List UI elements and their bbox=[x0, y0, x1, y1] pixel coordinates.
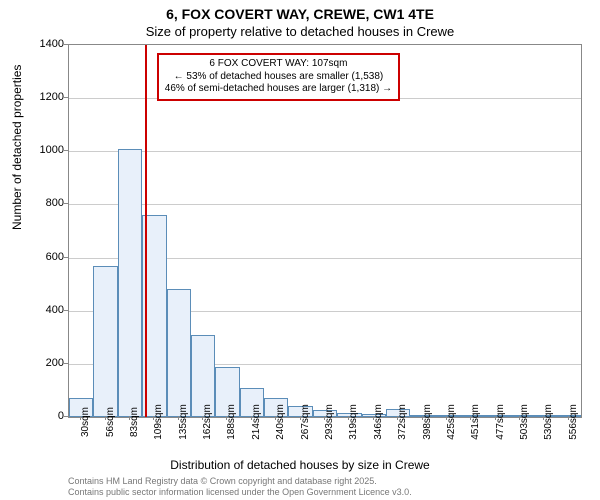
x-tick-mark bbox=[178, 416, 179, 420]
histogram-chart: 6, FOX COVERT WAY, CREWE, CW1 4TE Size o… bbox=[0, 0, 600, 500]
histogram-bar bbox=[167, 289, 191, 417]
x-tick-mark bbox=[348, 416, 349, 420]
x-tick-label: 556sqm bbox=[568, 404, 579, 440]
x-tick-label: 477sqm bbox=[495, 404, 506, 440]
x-tick-mark bbox=[105, 416, 106, 420]
y-tick-label: 600 bbox=[24, 251, 64, 263]
x-tick-label: 346sqm bbox=[373, 404, 384, 440]
y-tick-mark bbox=[64, 150, 68, 151]
x-tick-label: 425sqm bbox=[446, 404, 457, 440]
x-tick-label: 30sqm bbox=[80, 407, 91, 437]
x-tick-label: 451sqm bbox=[470, 404, 481, 440]
annotation-line: ← 53% of detached houses are smaller (1,… bbox=[165, 71, 392, 84]
y-tick-label: 400 bbox=[24, 304, 64, 316]
x-tick-mark bbox=[153, 416, 154, 420]
x-tick-mark bbox=[568, 416, 569, 420]
x-tick-mark bbox=[470, 416, 471, 420]
x-tick-mark bbox=[129, 416, 130, 420]
y-tick-mark bbox=[64, 363, 68, 364]
x-tick-label: 319sqm bbox=[348, 404, 359, 440]
x-tick-mark bbox=[251, 416, 252, 420]
plot-area: 6 FOX COVERT WAY: 107sqm← 53% of detache… bbox=[68, 44, 582, 418]
histogram-bar bbox=[93, 266, 117, 417]
x-tick-label: 214sqm bbox=[251, 404, 262, 440]
y-axis-label: Number of detached properties bbox=[10, 65, 24, 230]
annotation-line: 6 FOX COVERT WAY: 107sqm bbox=[165, 58, 392, 71]
y-tick-label: 200 bbox=[24, 357, 64, 369]
y-tick-label: 1400 bbox=[24, 38, 64, 50]
y-tick-mark bbox=[64, 203, 68, 204]
x-tick-mark bbox=[226, 416, 227, 420]
x-tick-mark bbox=[202, 416, 203, 420]
y-tick-mark bbox=[64, 44, 68, 45]
x-tick-label: 109sqm bbox=[153, 404, 164, 440]
x-tick-mark bbox=[324, 416, 325, 420]
y-tick-mark bbox=[64, 416, 68, 417]
chart-subtitle: Size of property relative to detached ho… bbox=[0, 24, 600, 39]
annotation-line: 46% of semi-detached houses are larger (… bbox=[165, 83, 392, 96]
x-tick-mark bbox=[80, 416, 81, 420]
x-tick-mark bbox=[543, 416, 544, 420]
y-tick-mark bbox=[64, 257, 68, 258]
x-tick-label: 267sqm bbox=[300, 404, 311, 440]
x-tick-mark bbox=[300, 416, 301, 420]
x-tick-label: 56sqm bbox=[105, 407, 116, 437]
x-tick-label: 162sqm bbox=[202, 404, 213, 440]
y-tick-mark bbox=[64, 310, 68, 311]
y-tick-label: 800 bbox=[24, 197, 64, 209]
x-tick-mark bbox=[373, 416, 374, 420]
footer-line-1: Contains HM Land Registry data © Crown c… bbox=[68, 476, 412, 487]
x-tick-label: 135sqm bbox=[178, 404, 189, 440]
property-marker-line bbox=[145, 45, 147, 417]
y-tick-label: 1000 bbox=[24, 144, 64, 156]
x-tick-mark bbox=[519, 416, 520, 420]
x-tick-label: 398sqm bbox=[422, 404, 433, 440]
x-tick-mark bbox=[446, 416, 447, 420]
y-tick-label: 0 bbox=[24, 410, 64, 422]
x-tick-label: 372sqm bbox=[397, 404, 408, 440]
annotation-box: 6 FOX COVERT WAY: 107sqm← 53% of detache… bbox=[157, 53, 400, 101]
histogram-bar bbox=[118, 149, 142, 417]
x-tick-label: 83sqm bbox=[129, 407, 140, 437]
x-tick-label: 503sqm bbox=[519, 404, 530, 440]
y-tick-mark bbox=[64, 97, 68, 98]
chart-title: 6, FOX COVERT WAY, CREWE, CW1 4TE bbox=[0, 6, 600, 22]
x-axis-label: Distribution of detached houses by size … bbox=[0, 458, 600, 472]
x-tick-mark bbox=[422, 416, 423, 420]
y-tick-label: 1200 bbox=[24, 91, 64, 103]
x-tick-label: 293sqm bbox=[324, 404, 335, 440]
x-tick-label: 188sqm bbox=[226, 404, 237, 440]
x-tick-mark bbox=[275, 416, 276, 420]
x-tick-label: 530sqm bbox=[543, 404, 554, 440]
attribution-footer: Contains HM Land Registry data © Crown c… bbox=[68, 476, 412, 498]
x-tick-mark bbox=[397, 416, 398, 420]
x-tick-mark bbox=[495, 416, 496, 420]
x-tick-label: 240sqm bbox=[275, 404, 286, 440]
footer-line-2: Contains public sector information licen… bbox=[68, 487, 412, 498]
